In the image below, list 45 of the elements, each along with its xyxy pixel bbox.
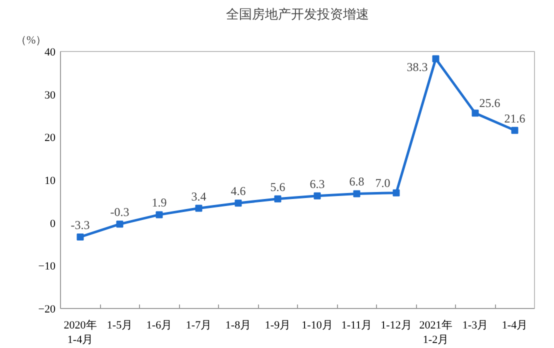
point bbox=[392, 189, 400, 196]
y-tick-label: 30 bbox=[44, 89, 56, 102]
x-tick-label: 1-11月 bbox=[341, 320, 372, 332]
point bbox=[274, 195, 282, 202]
x-tick-label: 1-12月 bbox=[380, 320, 412, 332]
point bbox=[195, 204, 202, 212]
x-tick-label: 1-8月 bbox=[225, 320, 252, 332]
text: 4.6 bbox=[230, 184, 246, 198]
text: 25.6 bbox=[479, 96, 500, 110]
point bbox=[353, 190, 360, 198]
x-tick-label: 1-5月 bbox=[106, 320, 133, 332]
x-tick-label: 1-3月 bbox=[462, 320, 488, 332]
point bbox=[314, 192, 321, 200]
y-axis-title: （%） bbox=[16, 34, 47, 46]
point bbox=[76, 233, 84, 240]
point bbox=[511, 126, 518, 134]
text: 6.3 bbox=[310, 176, 325, 191]
text: 1.9 bbox=[152, 196, 167, 210]
x-tick-label: 2020年 1-4月 bbox=[64, 320, 97, 346]
text: 3.4 bbox=[191, 189, 206, 204]
x-tick-label: 1-9月 bbox=[264, 320, 291, 332]
x-tick-label: 1-10月 bbox=[302, 320, 333, 332]
text: 6.8 bbox=[349, 174, 364, 189]
text: -3.3 bbox=[70, 218, 90, 232]
x-tick-label: 1-4月 bbox=[502, 320, 528, 332]
text: 38.3 bbox=[406, 60, 428, 74]
chart-title: 全国房地产开发投资增速 bbox=[226, 6, 369, 22]
x-tick-label: 1-6月 bbox=[146, 320, 172, 332]
text: -0.3 bbox=[110, 205, 130, 220]
point bbox=[432, 55, 440, 62]
point bbox=[116, 220, 124, 228]
y-tick-label: 20 bbox=[44, 132, 56, 144]
x-tick-label: 2021年 1-2月 bbox=[419, 320, 452, 346]
point bbox=[234, 200, 242, 207]
point bbox=[472, 110, 479, 117]
text: 5.6 bbox=[270, 180, 286, 194]
y-tick-label: 0 bbox=[50, 218, 56, 230]
text: 21.6 bbox=[504, 111, 526, 126]
y-tick-label: −20 bbox=[38, 304, 56, 316]
x-tick-label: 1-7月 bbox=[186, 320, 212, 332]
y-tick-label: 40 bbox=[44, 46, 56, 58]
text: 7.0 bbox=[375, 176, 390, 190]
y-tick-label: −10 bbox=[38, 260, 56, 273]
point bbox=[156, 211, 163, 218]
y-tick-label: 10 bbox=[44, 175, 56, 187]
